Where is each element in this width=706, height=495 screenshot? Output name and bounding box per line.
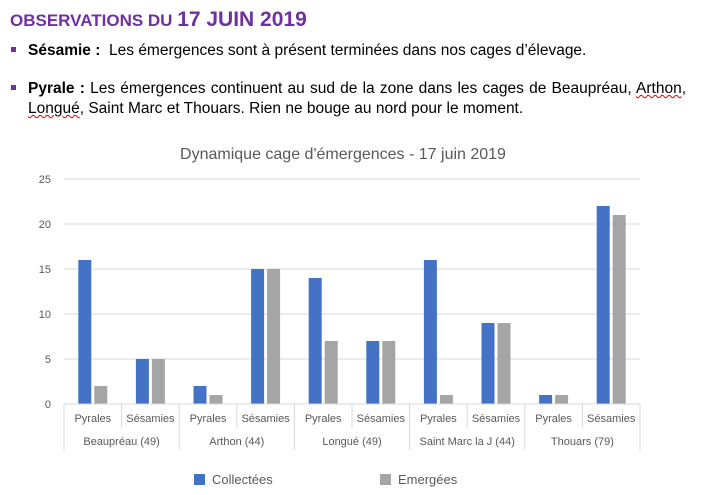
bar-emergees — [151, 359, 165, 404]
legend-swatch — [194, 474, 205, 485]
bar-collectees — [78, 260, 92, 404]
x-group-label: Arthon (44) — [209, 436, 264, 448]
bullet-label: Sésamie : — [28, 42, 101, 59]
y-tick-label: 0 — [45, 399, 51, 411]
x-category-label: Sésamies — [241, 413, 290, 425]
y-tick-label: 10 — [39, 309, 51, 321]
chart-bars — [78, 206, 626, 404]
y-tick-label: 25 — [39, 174, 51, 186]
x-category-label: Pyrales — [74, 413, 111, 425]
bullet-pyrale: Pyrale : Les émergences continuent au su… — [11, 79, 686, 119]
heading-date: 17 JUIN 2019 — [177, 8, 307, 31]
square-bullet-icon — [11, 47, 16, 52]
bar-emergees — [267, 269, 281, 404]
bar-collectees — [193, 386, 207, 404]
chart-x-axis: Pyrales Sésamies Pyrales Sésamies Pyrales Sés… — [63, 403, 641, 450]
bar-emergees — [382, 341, 396, 404]
square-bullet-icon — [11, 85, 16, 90]
x-category-label: Pyrales — [535, 413, 572, 425]
bullet-body-b: , Saint Marc et Thouars. Rien ne bouge a… — [79, 100, 524, 117]
legend-swatch — [380, 474, 391, 485]
legend-label: Collectées — [212, 472, 273, 487]
x-category-label: Pyrales — [305, 413, 342, 425]
y-tick-label: 5 — [45, 354, 51, 366]
x-category-label: Sésamies — [357, 413, 406, 425]
y-tick-label: 15 — [39, 264, 51, 276]
bar-emergees — [612, 215, 626, 404]
bar-emergees — [209, 395, 223, 404]
bullet-body-a: Les émergences continuent au sud de la z… — [84, 80, 637, 97]
x-category-label: Sésamies — [587, 413, 636, 425]
town-longue: Longué — [28, 100, 80, 117]
chart-title: Dynamique cage d'émergences - 17 juin 20… — [180, 146, 506, 163]
chart-legend: Collectées Emergées — [194, 472, 458, 487]
bar-emergees — [497, 323, 511, 404]
x-category-label: Pyrales — [190, 413, 227, 425]
legend-label: Emergées — [398, 472, 458, 487]
bar-collectees — [135, 359, 149, 404]
bar-collectees — [251, 269, 265, 404]
bullet-sesamie: Sésamie : Les émergences sont à présent … — [11, 41, 686, 61]
x-category-label: Pyrales — [420, 413, 457, 425]
bullet-text: Pyrale : Les émergences continuent au su… — [28, 79, 686, 119]
bar-emergees — [94, 386, 108, 404]
bullet-text: Sésamie : Les émergences sont à présent … — [28, 41, 686, 61]
x-group-label: Saint Marc la J (44) — [420, 436, 515, 448]
bar-collectees — [539, 395, 553, 404]
x-group-label: Thouars (79) — [551, 436, 614, 448]
bar-emergees — [439, 395, 453, 404]
bar-collectees — [308, 278, 322, 404]
emergence-bar-chart: Dynamique cage d'émergences - 17 juin 20… — [39, 146, 641, 487]
heading-prefix: OBSERVATIONS DU — [10, 11, 178, 30]
x-category-label: Sésamies — [472, 413, 521, 425]
x-category-label: Sésamies — [126, 413, 175, 425]
bar-collectees — [481, 323, 495, 404]
bar-collectees — [366, 341, 380, 404]
bar-emergees — [555, 395, 569, 404]
bullet-body: Les émergences sont à présent terminées … — [109, 42, 587, 59]
separator: , — [681, 80, 686, 97]
x-group-label: Longué (49) — [322, 436, 381, 448]
bullet-label: Pyrale : — [28, 80, 85, 97]
bar-collectees — [596, 206, 610, 404]
x-group-label: Beaupréau (49) — [83, 436, 159, 448]
bar-emergees — [324, 341, 338, 404]
town-arthon: Arthon — [636, 80, 682, 97]
chart-grid: 0 5 10 15 20 25 — [39, 174, 640, 411]
y-tick-label: 20 — [39, 219, 51, 231]
page-heading: OBSERVATIONS DU 17 JUIN 2019 — [10, 8, 307, 32]
bar-collectees — [423, 260, 437, 404]
